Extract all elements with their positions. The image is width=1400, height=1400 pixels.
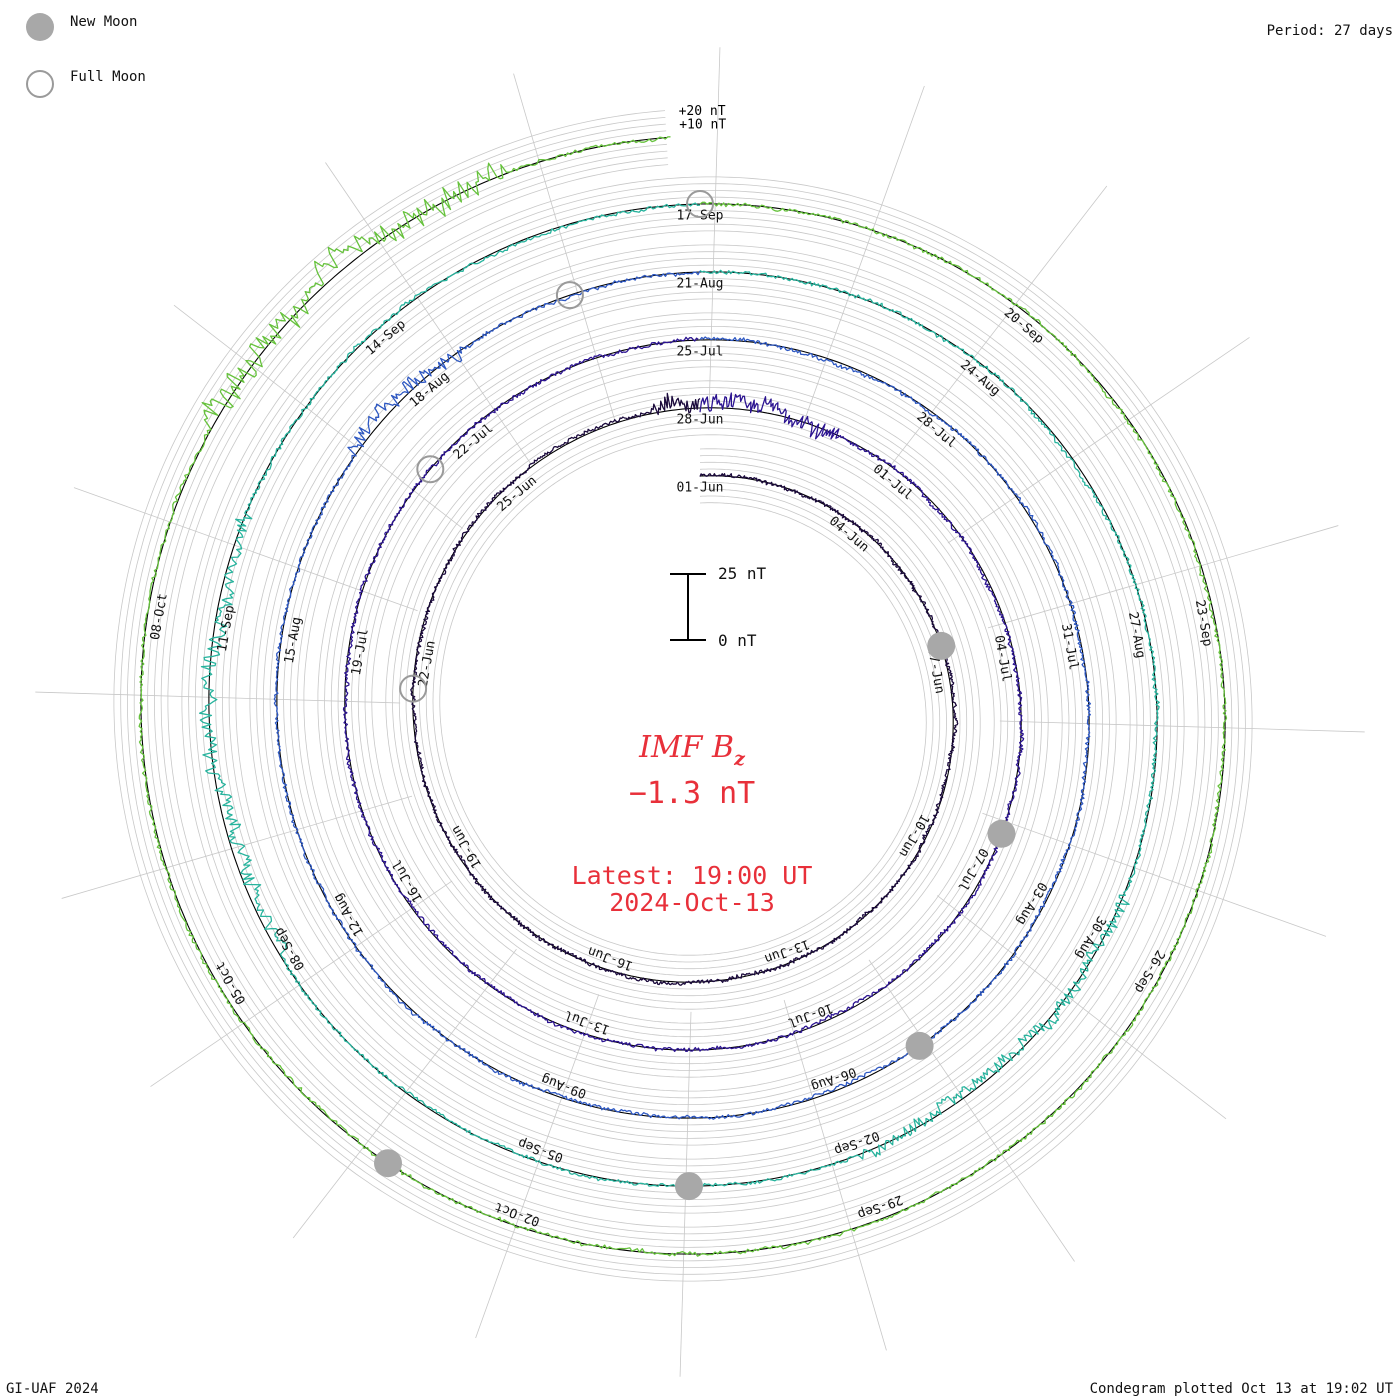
date-label-13-Jun: 13-Jun	[762, 936, 811, 966]
date-label-25-Jul: 25-Jul	[677, 345, 724, 360]
bz-trace-turn-3	[273, 270, 1092, 1120]
grid-radial-line	[325, 162, 532, 465]
new-moon-marker-5	[374, 1149, 402, 1178]
latest-time: Latest: 19:00 UT	[572, 861, 813, 890]
bz-trace-turn-1	[410, 392, 959, 986]
grid-radial-line	[73, 487, 418, 612]
grid-radial-line	[868, 959, 1075, 1262]
grid-spiral--3	[160, 157, 1206, 1235]
ring-scale-labels: +20 nT +10 nT	[679, 104, 727, 133]
chart-title-subscript: z	[733, 748, 746, 770]
legend-new-moon-label: New Moon	[70, 14, 138, 30]
grid-spiral-3	[120, 117, 1246, 1275]
date-label-01-Jun: 01-Jun	[677, 481, 724, 496]
chart-title-main: IMF B	[638, 730, 734, 765]
grid-radial-line	[61, 795, 413, 899]
grid-radial-line	[150, 880, 453, 1087]
grid-radial-line	[35, 691, 401, 704]
legend-new-moon: New Moon	[26, 13, 137, 41]
date-label-30-Aug: 30-Aug	[1072, 913, 1108, 961]
date-label-14-Sep: 14-Sep	[363, 317, 409, 359]
ring-scale-label-10: +10 nT	[679, 118, 726, 133]
grid-radial-line	[513, 73, 617, 425]
grid-radial-line	[987, 525, 1339, 629]
legend-full-moon-label: Full Moon	[70, 69, 146, 85]
scale-bar-bottom-label: 0 nT	[718, 631, 757, 650]
grid-radial-line	[937, 895, 1227, 1120]
grid-spiral--4	[167, 164, 1199, 1228]
legend-full-moon: Full Moon	[26, 69, 146, 98]
ring-grid	[35, 47, 1365, 1377]
scale-bar-top-label: 25 nT	[718, 564, 767, 583]
plotted-timestamp: Condegram plotted Oct 13 at 19:02 UT	[1089, 1381, 1393, 1397]
full-moon-icon	[26, 70, 54, 98]
grid-radial-line	[475, 994, 600, 1339]
date-label-07-Jul: 07-Jul	[954, 845, 990, 893]
full-moon-marker-4	[686, 190, 714, 218]
date-label-28-Jun: 28-Jun	[677, 413, 724, 428]
full-moon-marker-2	[416, 455, 445, 484]
credit-label: GI-UAF 2024	[6, 1381, 99, 1397]
moon-markers	[374, 190, 1016, 1201]
latest-date: 2024-Oct-13	[609, 888, 775, 917]
date-label-21-Aug: 21-Aug	[677, 277, 724, 292]
grid-radial-line	[783, 999, 887, 1351]
grid-spiral-1	[133, 130, 1233, 1262]
grid-radial-line	[947, 337, 1250, 544]
date-label-25-Jun: 25-Jun	[494, 473, 540, 515]
grid-radial-line	[292, 949, 517, 1239]
ring-scale-label-20: +20 nT	[679, 104, 726, 119]
new-moon-marker-2	[987, 819, 1016, 848]
scale-bar	[670, 573, 706, 641]
full-moon-marker-1	[399, 674, 428, 703]
bz-trace-turn-2	[342, 336, 1025, 1053]
date-label-06-Aug: 06-Aug	[809, 1064, 858, 1094]
grid-spiral--2	[154, 150, 1212, 1241]
bz-trace-turn-5	[138, 136, 1228, 1257]
current-bz-value: −1.3 nT	[629, 776, 755, 811]
grid-radial-line	[800, 85, 925, 430]
new-moon-icon	[26, 13, 54, 41]
new-moon-marker-1	[927, 631, 956, 660]
grid-radial-line	[883, 185, 1108, 475]
chart-title: IMF Bz	[638, 730, 746, 770]
date-label-29-Sep: 29-Sep	[855, 1191, 904, 1221]
grid-radial-line	[708, 47, 721, 413]
bz-series-trace	[138, 136, 1228, 1257]
new-moon-marker-3	[905, 1031, 934, 1060]
grid-radial-line	[982, 812, 1327, 937]
new-moon-marker-4	[675, 1172, 703, 1201]
grid-radial-line	[999, 720, 1365, 733]
full-moon-marker-3	[555, 281, 584, 310]
grid-spiral-2	[127, 123, 1239, 1268]
date-label-10-Jul: 10-Jul	[786, 1000, 835, 1030]
grid-radial-line	[173, 304, 463, 529]
grid-spiral-4	[113, 110, 1253, 1282]
grid-spiral--1	[147, 143, 1219, 1248]
period-label: Period: 27 days	[1266, 23, 1393, 39]
